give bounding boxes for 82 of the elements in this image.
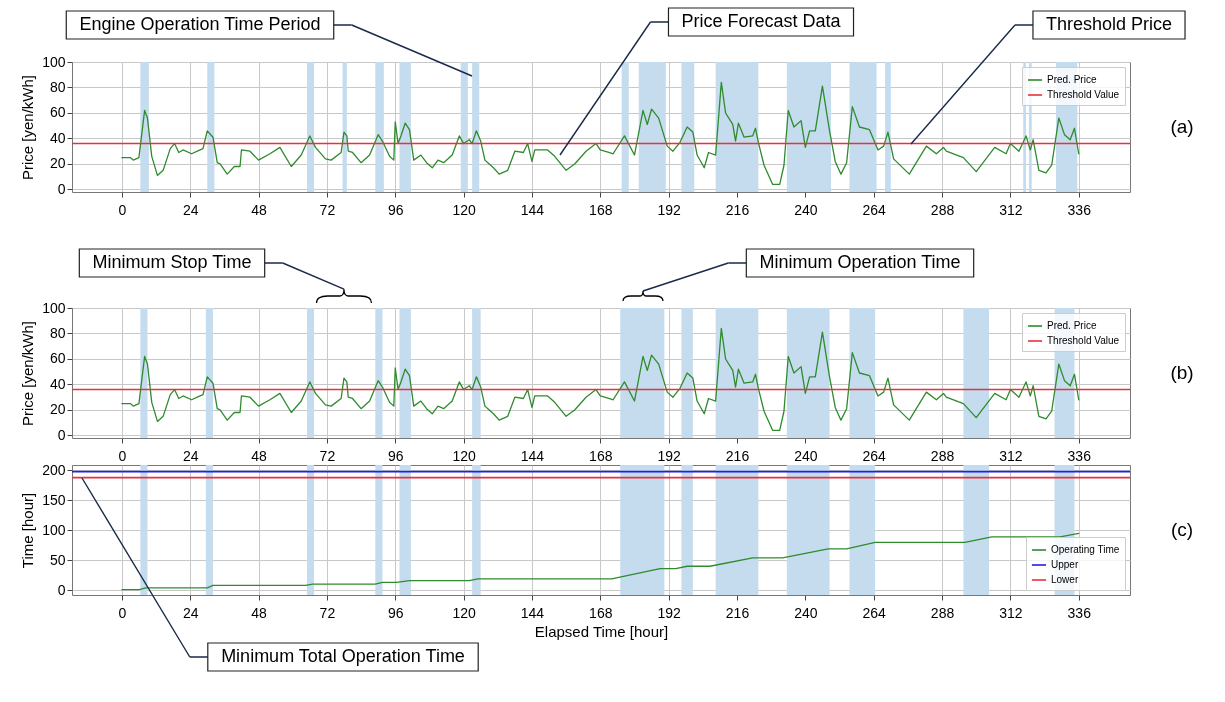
x-tick-label: 312: [999, 201, 1023, 218]
x-tick-label: 0: [118, 447, 127, 464]
legend-label: Lower: [1051, 574, 1079, 585]
x-tick-label: 264: [862, 604, 887, 621]
x-tick-label: 72: [319, 201, 336, 218]
x-tick-label: 336: [1067, 447, 1092, 464]
x-tick-label: 72: [319, 447, 336, 464]
y-tick-label: 80: [49, 324, 66, 341]
x-tick-label: 216: [725, 201, 750, 218]
x-tick-label: 336: [1067, 604, 1092, 621]
x-tick-label: 120: [452, 447, 476, 464]
y-tick-label: 100: [42, 521, 66, 538]
y-tick-label: 150: [42, 491, 66, 508]
text: (b): [1170, 362, 1194, 383]
x-tick-label: 96: [387, 447, 404, 464]
x-tick-label: 24: [182, 201, 199, 218]
x-tick-label: 24: [182, 447, 199, 464]
y-tick-label: 40: [49, 129, 66, 146]
x-tick-label: 240: [794, 447, 818, 464]
x-tick-label: 120: [452, 201, 476, 218]
text: (a): [1170, 116, 1194, 137]
y-axis-title: Price [yen/kWh]: [19, 74, 37, 181]
y-tick-label: 20: [49, 155, 66, 172]
legend-label: Operating Time: [1051, 544, 1120, 555]
x-tick-label: 96: [387, 604, 404, 621]
x-tick-label: 144: [520, 604, 545, 621]
y-tick-label: 100: [42, 299, 66, 316]
x-tick-label: 72: [319, 604, 336, 621]
x-tick-label: 48: [251, 447, 268, 464]
x-tick-label: 264: [862, 201, 887, 218]
x-tick-label: 144: [520, 201, 545, 218]
x-axis-title: Elapsed Time [hour]: [534, 622, 669, 640]
x-tick-label: 168: [589, 604, 613, 621]
legend-label: Pred. Price: [1047, 320, 1097, 331]
y-tick-label: 100: [42, 53, 66, 70]
y-tick-label: 60: [49, 104, 66, 121]
y-tick-label: 200: [42, 461, 66, 478]
y-tick-label: 0: [57, 180, 66, 197]
legend-label: Threshold Value: [1047, 89, 1120, 100]
x-tick-label: 168: [589, 447, 613, 464]
x-tick-label: 120: [452, 604, 476, 621]
y-tick-label: 40: [49, 375, 66, 392]
x-tick-label: 0: [118, 201, 127, 218]
x-tick-label: 264: [862, 447, 887, 464]
legend-label: Threshold Value: [1047, 335, 1120, 346]
x-tick-label: 192: [657, 604, 682, 621]
x-tick-label: 240: [794, 604, 818, 621]
text: Threshold Price: [1045, 14, 1173, 34]
y-tick-label: 0: [57, 581, 66, 598]
text: Minimum Stop Time: [92, 252, 252, 272]
x-tick-label: 216: [725, 604, 750, 621]
x-tick-label: 288: [930, 201, 955, 218]
text: Minimum Total Operation Time: [221, 646, 465, 666]
y-tick-label: 0: [57, 426, 66, 443]
y-tick-label: 80: [49, 78, 66, 95]
x-tick-label: 240: [794, 201, 818, 218]
x-tick-label: 48: [251, 604, 268, 621]
x-tick-label: 144: [520, 447, 545, 464]
x-tick-label: 48: [251, 201, 268, 218]
y-tick-label: 60: [49, 350, 66, 367]
y-tick-label: 50: [49, 551, 66, 568]
y-axis-title: Price [yen/kWh]: [19, 320, 37, 427]
x-tick-label: 336: [1067, 201, 1092, 218]
x-tick-label: 288: [930, 604, 955, 621]
x-tick-label: 288: [930, 447, 955, 464]
x-tick-label: 312: [999, 604, 1023, 621]
x-tick-label: 216: [725, 447, 750, 464]
text: Engine Operation Time Period: [79, 14, 321, 34]
y-axis-title: Time [hour]: [19, 492, 37, 569]
y-tick-label: 20: [49, 401, 66, 418]
text: (c): [1170, 519, 1194, 540]
text: Price Forecast Data: [681, 11, 842, 31]
x-tick-label: 0: [118, 604, 127, 621]
x-tick-label: 96: [387, 201, 404, 218]
x-tick-label: 312: [999, 447, 1023, 464]
legend-label: Pred. Price: [1047, 74, 1097, 85]
text: Minimum Operation Time: [759, 252, 961, 272]
x-tick-label: 24: [182, 604, 199, 621]
x-tick-label: 192: [657, 201, 682, 218]
x-tick-label: 168: [589, 201, 613, 218]
x-tick-label: 192: [657, 447, 682, 464]
legend-label: Upper: [1051, 559, 1079, 570]
